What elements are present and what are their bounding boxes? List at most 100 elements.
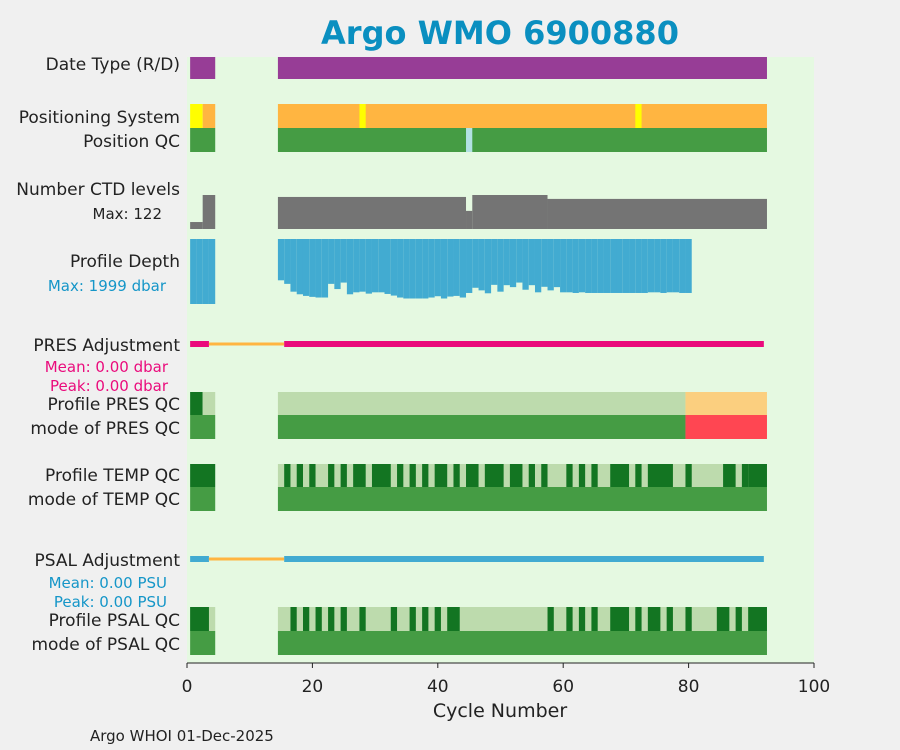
row-label-ctd-levels: Number CTD levels <box>16 180 180 200</box>
depth-bar-31 <box>378 239 385 293</box>
profile-temp-qc-dark-13 <box>466 464 479 487</box>
row-label-position-qc: Position QC <box>83 132 180 152</box>
depth-bar-40 <box>434 239 441 297</box>
profile-temp-qc-dark-14 <box>484 464 504 487</box>
depth-bar-65 <box>591 239 598 293</box>
depth-bar-75 <box>654 239 661 293</box>
depth-bar-71 <box>629 239 636 293</box>
profile-temp-qc-dark-17 <box>541 464 548 487</box>
depth-bar-15 <box>277 239 285 281</box>
x-tick-label-0: 0 <box>182 677 193 697</box>
profile-temp-qc-dark-21 <box>610 464 630 487</box>
depth-bar-2 <box>196 239 203 304</box>
profile-psal-qc-dark-11 <box>447 607 460 631</box>
row-label-date-type: Date Type (R/D) <box>46 55 180 75</box>
depth-bar-53 <box>516 239 523 283</box>
depth-bar-46 <box>472 239 479 288</box>
profile-psal-qc-dark-13 <box>566 607 573 631</box>
depth-bar-22 <box>321 239 329 298</box>
profile-temp-qc-dark-10 <box>422 464 429 487</box>
chart-title: Argo WMO 6900880 <box>321 14 679 52</box>
profile-temp-qc-dark-25 <box>723 464 736 487</box>
mode-pres-qc-segment-1 <box>277 415 686 439</box>
depth-bar-58 <box>547 239 554 291</box>
x-axis-label: Cycle Number <box>433 700 567 722</box>
row-label-profile-psal-qc: Profile PSAL QC <box>49 611 180 631</box>
psal-adjustment-segment-0 <box>190 556 209 562</box>
depth-bar-48 <box>484 239 492 294</box>
row-label-mode-pres-qc: mode of PRES QC <box>30 419 180 439</box>
profile-psal-qc-dark-22 <box>735 607 742 631</box>
profile-temp-qc-dark-8 <box>397 464 404 487</box>
depth-bar-77 <box>666 239 673 293</box>
depth-bar-79 <box>679 239 686 293</box>
profile-psal-qc-dark-14 <box>578 607 586 631</box>
profile-temp-qc-dark-18 <box>566 464 573 487</box>
ctd-level-bar-3 <box>466 210 473 229</box>
profile-temp-qc-dark-4 <box>328 464 335 487</box>
depth-bar-54 <box>522 239 529 290</box>
depth-bar-69 <box>616 239 623 293</box>
ctd-level-bar-0 <box>190 222 203 229</box>
ctd-level-bar-1 <box>202 195 216 229</box>
depth-bar-27 <box>353 239 360 293</box>
depth-bar-60 <box>560 239 567 293</box>
psal-mean-label: Mean: 0.00 PSU <box>49 574 167 592</box>
depth-bar-41 <box>440 239 448 299</box>
mode-temp-qc-segment-0 <box>190 487 216 511</box>
depth-bar-36 <box>409 239 416 299</box>
depth-bar-28 <box>359 239 366 292</box>
x-tick-label-80: 80 <box>678 677 700 697</box>
depth-bar-16 <box>284 239 291 284</box>
row-label-mode-psal-qc: mode of PSAL QC <box>31 635 180 655</box>
depth-bar-29 <box>365 239 372 294</box>
psal-peak-label: Peak: 0.00 PSU <box>54 593 167 611</box>
row-label-psal-adjustment: PSAL Adjustment <box>35 551 181 571</box>
profile-psal-qc-dark-18 <box>647 607 661 631</box>
depth-bar-23 <box>328 239 335 284</box>
depth-bar-44 <box>459 239 467 298</box>
row-label-profile-pres-qc: Profile PRES QC <box>47 395 180 415</box>
mode-temp-qc-segment-1 <box>277 487 767 511</box>
position-qc-segment-2 <box>466 128 473 152</box>
depth-bar-61 <box>566 239 573 293</box>
mode-pres-qc-segment-2 <box>685 415 767 439</box>
depth-bar-78 <box>672 239 680 293</box>
profile-temp-qc-dark-9 <box>409 464 416 487</box>
position-qc-segment-1 <box>277 128 767 152</box>
row-label-mode-temp-qc: mode of TEMP QC <box>28 490 180 510</box>
mode-pres-qc-segment-0 <box>190 415 216 439</box>
profile-psal-qc-dark-16 <box>610 607 630 631</box>
profile-temp-qc-dark-23 <box>647 464 673 487</box>
profile-psal-qc-dark-1 <box>290 607 297 631</box>
profile-psal-qc-dark-6 <box>359 607 366 631</box>
depth-bar-62 <box>572 239 579 293</box>
depth-bar-67 <box>603 239 611 293</box>
profile-psal-qc-dark-2 <box>302 607 310 631</box>
depth-bar-55 <box>528 239 535 286</box>
pres-adjustment-segment-2 <box>284 341 764 347</box>
profile-temp-qc-dark-0 <box>190 464 216 487</box>
profile-pres-qc-segment-3 <box>685 392 767 415</box>
row-label-profile-depth: Profile Depth <box>70 252 180 272</box>
profile-psal-qc-dark-3 <box>315 607 322 631</box>
profile-temp-qc-dark-5 <box>340 464 347 487</box>
positioning-segment-2 <box>277 104 767 128</box>
x-tick-label-20: 20 <box>302 677 324 697</box>
depth-bar-76 <box>660 239 667 293</box>
profile-temp-qc-dark-12 <box>453 464 460 487</box>
depth-bar-42 <box>447 239 454 297</box>
profile-psal-qc-dark-20 <box>685 607 692 631</box>
ctd-level-bar-4 <box>472 195 548 229</box>
depth-bar-52 <box>509 239 517 288</box>
profile-temp-qc-dark-15 <box>509 464 523 487</box>
ctd-level-bar-2 <box>277 196 467 229</box>
positioning-segment-4 <box>635 104 642 128</box>
depth-bar-4 <box>208 239 216 304</box>
pres-peak-label: Peak: 0.00 dbar <box>50 377 169 395</box>
profile-temp-qc-dark-16 <box>528 464 535 487</box>
depth-bar-66 <box>597 239 604 293</box>
ctd-max-label: Max: 122 <box>93 205 162 223</box>
profile-temp-qc-dark-3 <box>309 464 316 487</box>
